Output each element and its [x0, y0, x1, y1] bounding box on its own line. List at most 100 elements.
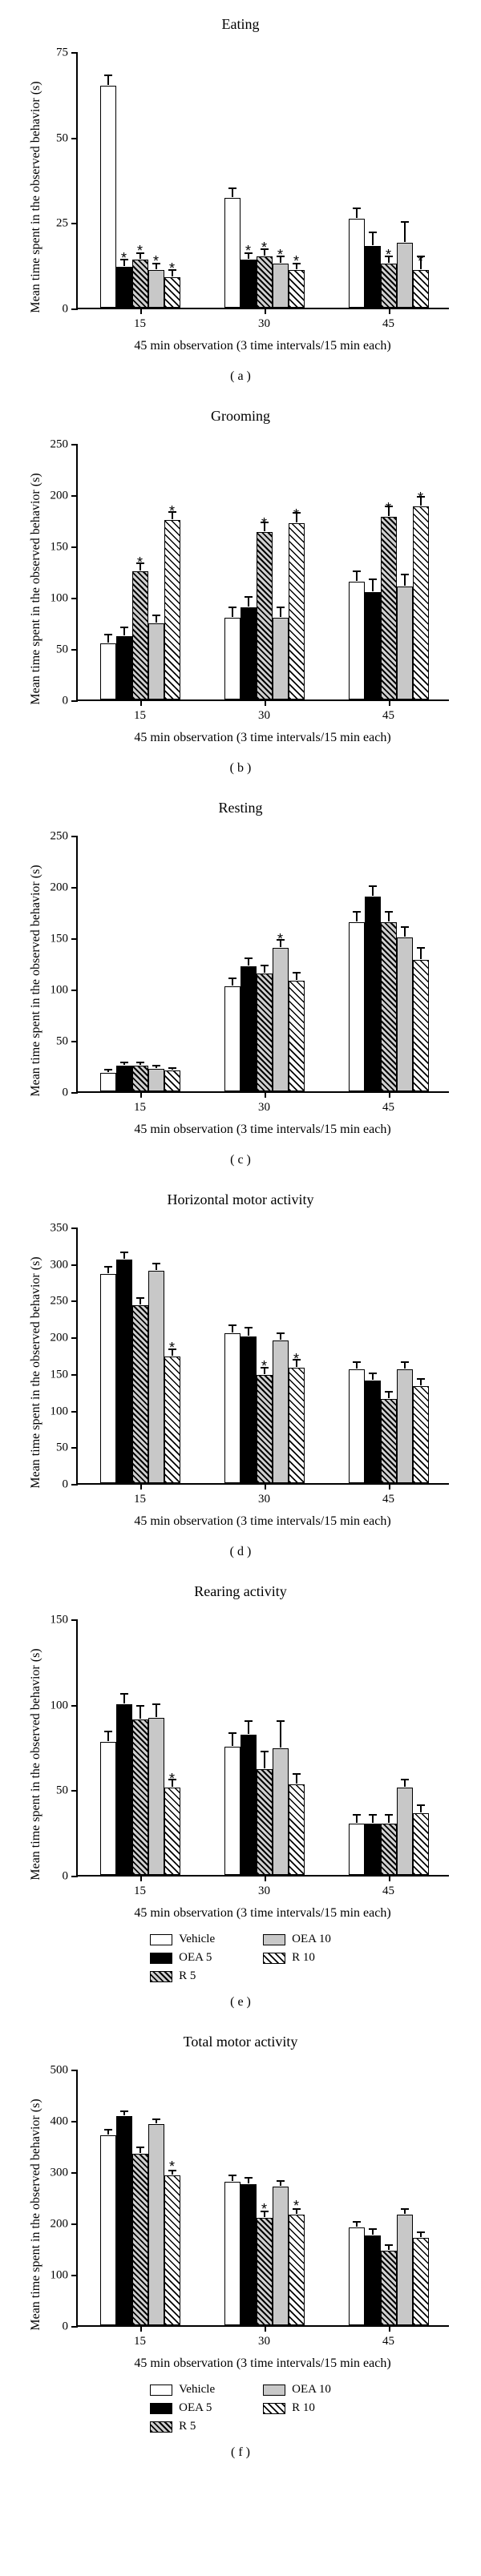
bar	[116, 636, 132, 699]
bar	[381, 1824, 397, 1875]
y-tick-label: 150	[51, 933, 69, 946]
y-tick-label: 50	[56, 1441, 68, 1455]
y-tick-label: 0	[63, 695, 69, 708]
bar	[100, 86, 116, 308]
x-tick-label: 30	[258, 709, 270, 723]
significance-star: *	[386, 247, 391, 256]
y-tick-label: 0	[63, 1478, 69, 1492]
bar	[224, 1333, 240, 1483]
plot-area: 05010015015*3045	[76, 1620, 449, 1877]
bar	[240, 2184, 257, 2325]
bar	[148, 1069, 164, 1091]
y-tick-label: 200	[51, 490, 69, 503]
bar	[132, 1305, 148, 1483]
bar	[116, 1704, 132, 1875]
x-axis-label: 45 min observation (3 time intervals/15 …	[76, 1123, 449, 1137]
significance-star: *	[137, 243, 143, 252]
bar	[397, 1369, 413, 1483]
bar	[381, 2251, 397, 2325]
y-tick-label: 100	[51, 2269, 69, 2283]
legend-item: R 5	[150, 2420, 215, 2433]
y-axis-label: Mean time spent in the observed behavior…	[29, 469, 43, 709]
bar	[240, 1735, 257, 1875]
significance-star: *	[261, 1358, 267, 1367]
x-axis-label: 45 min observation (3 time intervals/15 …	[76, 731, 449, 745]
significance-star: *	[169, 2159, 175, 2170]
bar	[224, 618, 240, 699]
significance-star: *	[293, 506, 299, 512]
bar	[148, 1718, 164, 1875]
plot-area: 010020030040050015*30**45	[76, 2070, 449, 2327]
bar	[148, 623, 164, 699]
y-tick-label: 250	[51, 830, 69, 844]
bar: *	[289, 2215, 305, 2325]
bar	[349, 219, 365, 308]
bar	[224, 1747, 240, 1875]
bar	[365, 1381, 381, 1483]
y-tick-label: 500	[51, 2064, 69, 2078]
subplot-label: ( d )	[16, 1545, 465, 1559]
y-tick-label: 100	[51, 984, 69, 998]
bar	[148, 1271, 164, 1483]
significance-star: *	[121, 250, 127, 259]
bar	[273, 2187, 289, 2325]
y-tick-label: 50	[56, 1035, 68, 1049]
significance-star: *	[261, 240, 267, 248]
plot-area: 0501001502002501530*45	[76, 836, 449, 1093]
plot-area: 05010015020025030035015*30**45	[76, 1228, 449, 1485]
chart-title: Grooming	[16, 408, 465, 425]
x-tick-label: 45	[382, 1493, 394, 1506]
bar	[224, 2182, 240, 2325]
legend-item: Vehicle	[150, 1933, 215, 1946]
y-tick-label: 350	[51, 1222, 69, 1236]
y-tick-label: 200	[51, 881, 69, 895]
subplot-label: ( e )	[16, 1995, 465, 2010]
bar	[349, 922, 365, 1091]
y-tick-label: 100	[51, 1405, 69, 1418]
chart-title: Eating	[16, 16, 465, 33]
bar	[257, 1769, 273, 1875]
y-tick-label: 250	[51, 1295, 69, 1308]
legend: VehicleOEA 5R 5OEA 10R 10	[16, 2383, 465, 2433]
bar: *	[289, 1368, 305, 1483]
significance-star: *	[418, 253, 423, 256]
significance-star: *	[418, 490, 423, 495]
y-tick-label: 50	[56, 1784, 68, 1798]
significance-star: *	[137, 554, 143, 562]
bar: *	[413, 506, 429, 699]
legend-item: R 10	[263, 1951, 331, 1965]
bar	[100, 2135, 116, 2325]
significance-star: *	[277, 931, 283, 939]
bar: *	[257, 2218, 273, 2325]
bar: *	[257, 532, 273, 699]
bar	[100, 643, 116, 699]
bar: *	[164, 1357, 180, 1483]
significance-star: *	[293, 253, 299, 262]
bar	[240, 966, 257, 1091]
subplot-label: ( a )	[16, 369, 465, 384]
y-tick-label: 50	[56, 643, 68, 657]
significance-star: *	[261, 2201, 267, 2211]
y-axis-label: Mean time spent in the observed behavior…	[29, 2094, 43, 2335]
bar	[224, 198, 240, 308]
bar	[240, 1336, 257, 1483]
chart-title: Horizontal motor activity	[16, 1191, 465, 1208]
significance-star: *	[169, 503, 175, 511]
chart-title: Total motor activity	[16, 2034, 465, 2050]
bar: *	[132, 571, 148, 699]
x-tick-label: 15	[134, 1885, 146, 1898]
bar	[397, 937, 413, 1091]
bar: *	[381, 264, 397, 308]
y-tick-label: 0	[63, 1086, 69, 1100]
bar: *	[164, 1788, 180, 1875]
x-tick-label: 15	[134, 1101, 146, 1115]
significance-star: *	[261, 515, 267, 521]
y-tick-label: 0	[63, 2320, 69, 2334]
y-axis-label: Mean time spent in the observed behavior…	[29, 1644, 43, 1885]
bar	[349, 2227, 365, 2325]
legend: VehicleOEA 5R 5OEA 10R 10	[16, 1933, 465, 1983]
x-tick-label: 30	[258, 1885, 270, 1898]
x-tick-label: 45	[382, 1885, 394, 1898]
y-tick-label: 100	[51, 592, 69, 606]
legend-item: R 10	[263, 2401, 331, 2415]
